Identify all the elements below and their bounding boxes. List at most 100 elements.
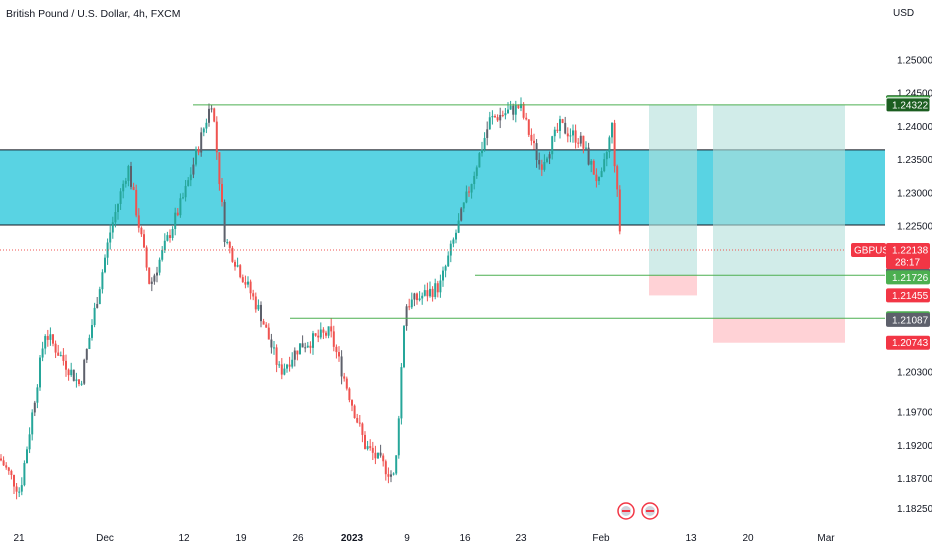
- candle-body: [517, 104, 520, 109]
- current-price-label: 1.22138: [892, 246, 929, 257]
- candle-body: [234, 261, 236, 267]
- candle-body: [236, 265, 239, 267]
- y-tick-label: 1.23500: [897, 155, 932, 166]
- candle-body: [213, 108, 216, 122]
- candle-body: [208, 108, 210, 123]
- candle-body: [387, 474, 390, 477]
- candle-body: [145, 247, 148, 268]
- candle-body: [301, 343, 304, 348]
- event-markers[interactable]: [617, 502, 659, 520]
- candle-body: [291, 359, 294, 367]
- candle-body: [239, 265, 242, 278]
- candle-body: [525, 117, 528, 120]
- candle-body: [403, 326, 405, 368]
- candle-body: [319, 329, 322, 338]
- candle-body: [122, 183, 125, 192]
- candle-body: [109, 232, 112, 243]
- candle-body: [247, 281, 249, 285]
- candle-body: [85, 349, 88, 360]
- candle-body: [447, 255, 450, 267]
- candle-body: [574, 130, 577, 143]
- candle-body: [0, 458, 2, 461]
- candle-body: [397, 418, 400, 456]
- candle-body: [36, 387, 39, 403]
- candle-body: [132, 186, 135, 190]
- candle-body: [405, 306, 408, 327]
- candle-body: [457, 220, 460, 233]
- candle-body: [91, 325, 93, 338]
- candle-body: [317, 335, 320, 338]
- candle-body: [244, 282, 247, 285]
- candle-body: [374, 452, 377, 459]
- candle-body: [444, 266, 447, 271]
- y-tick-label: 1.24500: [897, 89, 932, 100]
- position-boxes[interactable]: [649, 104, 845, 343]
- y-tick-label: 1.23000: [897, 188, 932, 199]
- candle-body: [278, 364, 281, 366]
- candle-body: [252, 293, 255, 297]
- candle-body: [348, 388, 351, 401]
- candle-body: [431, 288, 434, 297]
- candle-body: [364, 434, 366, 449]
- y-tick-label: 1.19700: [897, 408, 932, 419]
- symbol-tag-label: GBPUSD: [854, 246, 896, 257]
- x-tick-label: Mar: [817, 533, 835, 544]
- candle-body: [46, 336, 49, 340]
- candle-body: [361, 423, 364, 435]
- candle-body: [340, 356, 343, 377]
- candle-body: [163, 240, 166, 250]
- candle-body: [283, 368, 286, 375]
- candle-body: [377, 452, 379, 459]
- candle-body: [262, 321, 265, 325]
- candle-body: [600, 171, 603, 178]
- candle-body: [358, 422, 361, 424]
- candle-body: [436, 283, 439, 293]
- candle-body: [104, 257, 106, 273]
- candle-body: [59, 355, 62, 357]
- candle-body: [507, 109, 509, 114]
- candle-body: [595, 174, 598, 182]
- candle-body: [598, 177, 600, 182]
- candle-body: [509, 105, 512, 110]
- candle-body: [124, 180, 127, 184]
- candle-body: [72, 369, 75, 381]
- candle-body: [98, 289, 101, 305]
- candle-body: [314, 333, 317, 336]
- candle-body: [96, 304, 99, 308]
- candle-body: [171, 228, 174, 238]
- candle-body: [111, 222, 114, 233]
- candle-body: [267, 327, 270, 340]
- candle-body: [442, 270, 444, 281]
- candle-body: [488, 117, 491, 130]
- candle-body: [410, 299, 413, 308]
- candle-body: [322, 329, 325, 333]
- candle-body: [382, 455, 385, 462]
- candle-body: [54, 343, 57, 353]
- candle-body: [462, 202, 465, 209]
- candle-body: [590, 160, 593, 165]
- candle-body: [293, 350, 296, 360]
- y-tick-label: 1.18250: [897, 504, 932, 515]
- candle-body: [530, 134, 533, 141]
- x-tick-label: 21: [13, 533, 25, 544]
- candle-body: [44, 336, 47, 349]
- candle-body: [543, 161, 546, 170]
- candle-body: [88, 337, 91, 350]
- candle-body: [117, 203, 119, 213]
- candle-body: [226, 241, 229, 243]
- chart-title: British Pound / U.S. Dollar, 4h, FXCM: [6, 8, 181, 20]
- candle-body: [343, 376, 346, 379]
- x-tick-label: 16: [459, 533, 471, 544]
- candle-body: [174, 212, 177, 229]
- candle-body: [423, 290, 426, 296]
- candle-body: [18, 491, 21, 493]
- candle-body: [429, 288, 431, 297]
- levels[interactable]: [0, 104, 885, 319]
- candle-body: [184, 185, 187, 198]
- candle-body: [106, 242, 109, 258]
- candle-body: [20, 485, 23, 492]
- candle-body: [231, 247, 234, 262]
- candle-body: [78, 379, 80, 385]
